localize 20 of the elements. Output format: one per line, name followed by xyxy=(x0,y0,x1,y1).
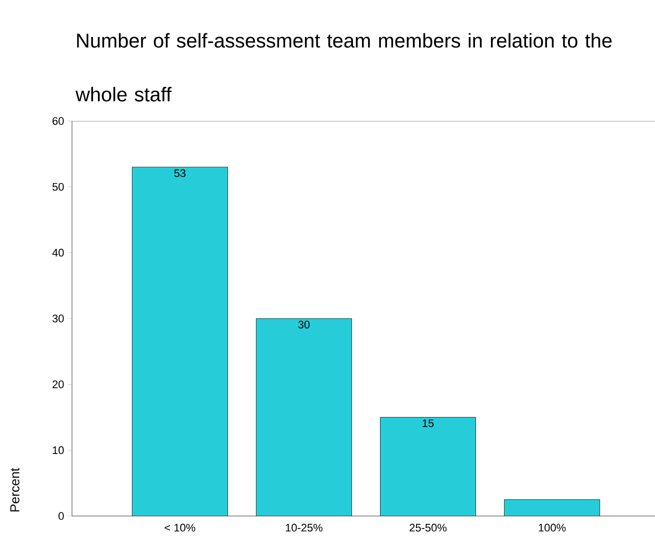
y-tick-label: 20 xyxy=(52,380,64,388)
data-label: 15 xyxy=(422,419,434,428)
bar xyxy=(256,318,352,516)
data-label: 30 xyxy=(298,320,310,328)
y-tick-label: 0 xyxy=(58,512,64,520)
x-tick-label: 10-25% xyxy=(286,524,322,532)
chart-title: Number of self-assessment team members in relation to the whole staff xyxy=(75,33,612,102)
y-tick-label: 60 xyxy=(52,117,64,125)
x-tick-label: < 10% xyxy=(164,524,196,532)
y-axis-title: Percent xyxy=(10,468,20,512)
y-tick-label: 30 xyxy=(52,314,64,322)
bar xyxy=(504,499,600,516)
data-label: 53 xyxy=(174,169,186,178)
y-tick-label: 10 xyxy=(52,446,64,454)
bar xyxy=(380,417,476,516)
bar xyxy=(132,167,228,516)
y-tick-label: 50 xyxy=(52,182,64,191)
x-tick-label: 25-50% xyxy=(410,524,446,532)
x-tick-label: 100% xyxy=(538,524,566,532)
y-tick-label: 40 xyxy=(52,248,64,257)
